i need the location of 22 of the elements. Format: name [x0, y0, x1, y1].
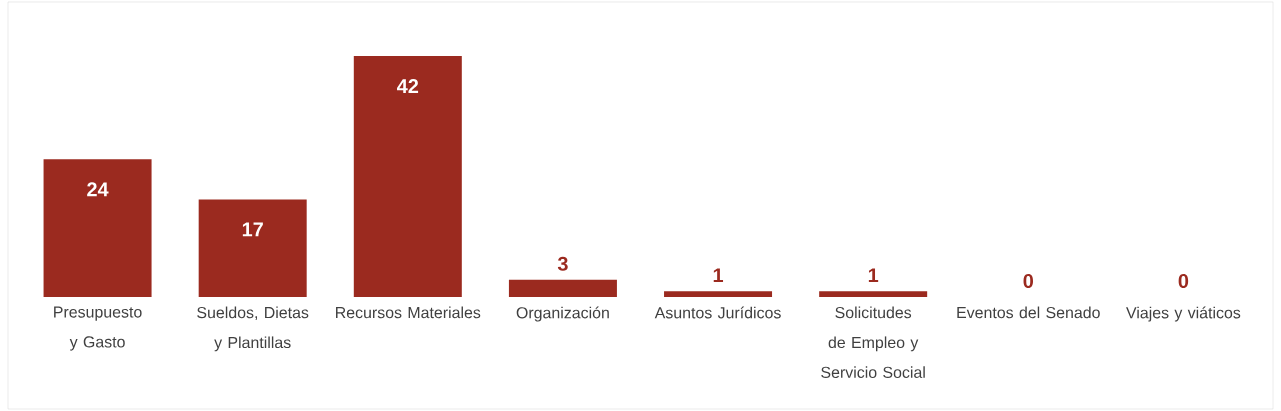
- bar: [43, 159, 152, 297]
- x-tick-label: Asuntos Jurídicos: [654, 306, 781, 319]
- bar: [508, 279, 617, 297]
- data-label: 1: [868, 268, 879, 283]
- data-label: 0: [1178, 273, 1189, 289]
- x-tick-label: Recursos Materiales: [336, 306, 481, 319]
- bar: [819, 291, 928, 297]
- x-tick-label: Solicitudes de Empleo y Servicio Social: [821, 306, 925, 378]
- data-label: 3: [557, 256, 568, 271]
- data-label: 1: [713, 268, 724, 283]
- x-tick-label: Viajes y viáticos: [1126, 306, 1241, 322]
- bar: [198, 199, 307, 297]
- data-label: 24: [87, 182, 109, 197]
- x-tick-label: Sueldos, Dietas y Plantillas: [197, 306, 309, 352]
- bar: [664, 291, 773, 297]
- x-tick-label: Organización: [516, 306, 609, 322]
- data-label: 0: [1023, 273, 1034, 289]
- bar: [353, 56, 462, 297]
- data-label: 17: [242, 222, 263, 237]
- data-label: 42: [397, 79, 419, 93]
- x-tick-label: Presupuesto y Gasto: [54, 306, 142, 351]
- x-tick-label: Eventos del Senado: [957, 306, 1100, 319]
